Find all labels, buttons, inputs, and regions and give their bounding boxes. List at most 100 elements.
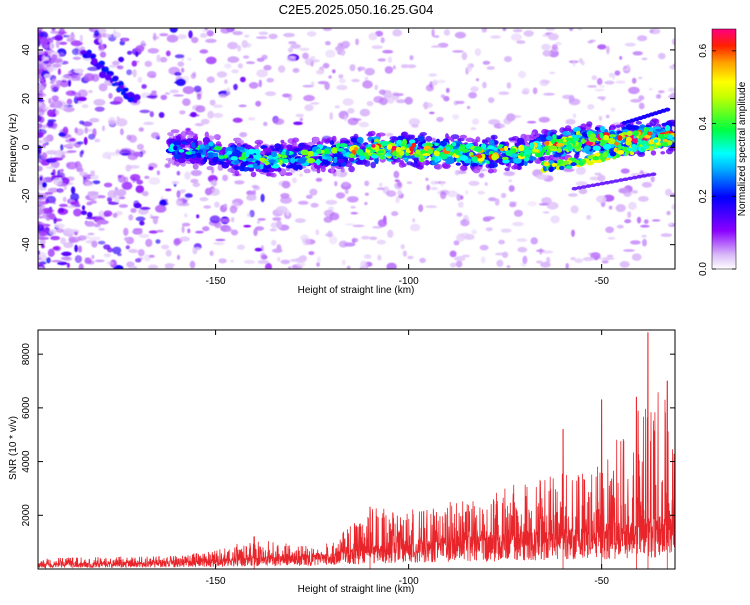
noise-blob bbox=[396, 99, 406, 104]
noise-blob bbox=[53, 218, 63, 222]
trace-blob bbox=[206, 152, 216, 159]
noise-blob bbox=[143, 121, 155, 126]
noise-blob bbox=[527, 201, 537, 207]
trace-blob bbox=[331, 147, 338, 154]
trace-blob bbox=[267, 155, 274, 161]
noise-streak bbox=[127, 91, 134, 99]
trace-blob bbox=[615, 124, 621, 128]
noise-blob bbox=[522, 255, 528, 264]
noise-blob bbox=[222, 174, 229, 182]
spectrogram-main-trace bbox=[165, 107, 675, 191]
noise-blob bbox=[74, 244, 78, 253]
noise-blob bbox=[38, 61, 46, 70]
noise-blob bbox=[638, 196, 649, 202]
trace-blob bbox=[516, 137, 525, 144]
noise-blob bbox=[258, 31, 269, 36]
noise-blob bbox=[148, 254, 155, 258]
trace-blob bbox=[270, 172, 277, 178]
noise-blob bbox=[474, 48, 482, 56]
noise-blob bbox=[148, 166, 154, 171]
noise-blob bbox=[118, 56, 125, 63]
noise-blob bbox=[608, 205, 613, 210]
spectrogram-x-ticks: -150 -100 -50 bbox=[206, 28, 609, 287]
noise-blob bbox=[310, 102, 320, 105]
noise-blob bbox=[516, 40, 526, 44]
noise-blob bbox=[643, 219, 649, 224]
noise-blob bbox=[45, 195, 57, 204]
trace-blob bbox=[471, 139, 479, 144]
noise-blob bbox=[393, 170, 400, 179]
noise-blob bbox=[62, 228, 74, 236]
noise-blob bbox=[66, 262, 70, 269]
noise-blob bbox=[502, 251, 509, 258]
noise-streak bbox=[97, 64, 103, 68]
noise-blob bbox=[224, 79, 228, 85]
trace-blob bbox=[214, 134, 220, 140]
noise-blob bbox=[532, 87, 538, 95]
noise-blob bbox=[628, 86, 640, 95]
noise-blob bbox=[63, 256, 73, 262]
noise-blob bbox=[60, 74, 72, 81]
trace-blob bbox=[499, 147, 505, 152]
noise-blob bbox=[412, 218, 416, 223]
trace-blob-secondary bbox=[627, 147, 633, 151]
noise-blob bbox=[462, 218, 466, 224]
noise-blob bbox=[213, 113, 224, 118]
trace-blob bbox=[266, 171, 272, 177]
noise-blob bbox=[364, 201, 368, 206]
noise-blob bbox=[150, 132, 160, 139]
figure-title: C2E5.2025.050.16.25.G04 bbox=[279, 2, 434, 17]
trace-blob bbox=[459, 165, 468, 172]
noise-blob bbox=[90, 170, 95, 177]
trace-blob bbox=[225, 147, 233, 152]
trace-blob bbox=[286, 144, 293, 149]
noise-blob bbox=[182, 98, 191, 106]
trace-blob-faint bbox=[645, 173, 652, 177]
spectrogram-marks bbox=[38, 28, 691, 269]
noise-blob bbox=[223, 203, 228, 208]
noise-blob bbox=[107, 190, 117, 199]
trace-blob bbox=[284, 172, 293, 176]
noise-blob bbox=[475, 78, 480, 82]
noise-blob bbox=[256, 220, 261, 225]
noise-blob bbox=[376, 187, 385, 191]
noise-blob bbox=[60, 237, 67, 245]
noise-blob bbox=[596, 195, 607, 203]
trace-blob bbox=[204, 131, 209, 139]
noise-blob bbox=[431, 28, 435, 37]
trace-blob bbox=[298, 165, 303, 171]
noise-blob bbox=[206, 30, 214, 37]
noise-blob bbox=[196, 214, 200, 219]
noise-blob bbox=[397, 181, 402, 188]
noise-blob bbox=[121, 181, 133, 190]
noise-blob bbox=[681, 112, 689, 120]
noise-blob bbox=[530, 237, 538, 245]
noise-blob bbox=[84, 181, 95, 187]
noise-blob bbox=[38, 108, 45, 116]
trace-blob-faint bbox=[594, 182, 601, 187]
noise-blob bbox=[188, 30, 193, 39]
noise-blob bbox=[38, 99, 45, 103]
noise-blob bbox=[409, 55, 414, 61]
noise-blob bbox=[260, 252, 267, 260]
noise-blob bbox=[209, 99, 216, 106]
trace-blob bbox=[337, 158, 345, 164]
noise-blob bbox=[169, 28, 178, 33]
noise-blob bbox=[347, 117, 359, 126]
noise-blob bbox=[587, 104, 595, 110]
noise-blob bbox=[371, 45, 383, 49]
noise-blob bbox=[97, 28, 107, 34]
trace-blob-faint bbox=[608, 180, 615, 184]
trace-blob-faint bbox=[631, 175, 638, 180]
noise-blob bbox=[48, 213, 56, 220]
noise-blob bbox=[155, 239, 161, 244]
trace-blob bbox=[236, 143, 242, 147]
noise-blob bbox=[687, 112, 691, 118]
noise-blob bbox=[92, 128, 97, 137]
noise-blob bbox=[357, 66, 366, 71]
noise-blob bbox=[467, 105, 471, 110]
noise-blob bbox=[38, 229, 49, 237]
noise-blob bbox=[63, 242, 74, 249]
trace-blob bbox=[252, 162, 258, 168]
noise-blob bbox=[604, 80, 615, 85]
